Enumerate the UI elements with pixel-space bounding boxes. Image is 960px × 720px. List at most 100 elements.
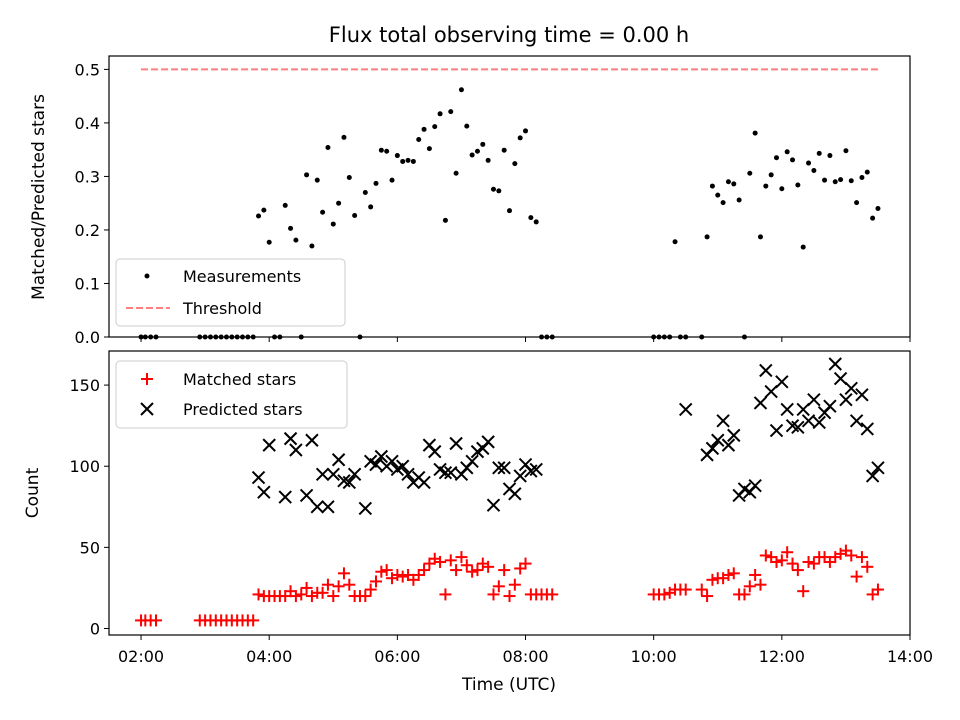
predicted-star-point — [801, 414, 816, 428]
matched-star-point — [434, 555, 447, 568]
measurement-point — [378, 147, 384, 153]
top-y-tick-label: 0.4 — [75, 114, 100, 133]
predicted-star-point — [775, 375, 789, 389]
measurement-point — [464, 123, 470, 129]
predicted-star-point — [358, 501, 373, 516]
matched-star-point — [316, 586, 329, 599]
matched-star-point — [850, 570, 863, 583]
measurement-point — [405, 157, 411, 163]
bottom-y-tick-label: 100 — [69, 457, 100, 476]
matched-star-point — [738, 588, 751, 601]
measurement-point — [774, 155, 779, 161]
measurement-point — [389, 177, 395, 183]
bottom-panel-legend: Matched stars Predicted stars — [115, 360, 348, 429]
measurement-point — [432, 124, 438, 130]
predicted-star-point — [401, 467, 415, 482]
measurement-point — [843, 148, 849, 154]
measurement-point — [725, 179, 731, 185]
predicted-star-point — [342, 475, 357, 490]
measurement-point — [293, 237, 299, 243]
predicted-star-point — [791, 420, 805, 434]
bottom-panel: 0 50 100 150 02:00 04:00 06:00 08:00 10:00 12:00… — [23, 350, 933, 695]
top-panel-marks — [138, 68, 881, 340]
measurement-point — [832, 179, 838, 185]
matched-star-point — [492, 580, 505, 593]
measurement-point — [288, 225, 294, 231]
measurement-point — [870, 215, 876, 221]
measurement-point — [320, 209, 326, 215]
matched-star-point — [722, 568, 735, 581]
measurement-point — [330, 221, 336, 227]
measurement-point — [757, 234, 763, 240]
measurement-point — [325, 145, 331, 151]
predicted-star-point — [753, 396, 768, 410]
measurement-point — [426, 146, 432, 152]
predicted-star-point — [283, 431, 298, 446]
measurement-point — [827, 153, 833, 159]
predicted-star-point — [716, 414, 730, 428]
predicted-star-point — [769, 423, 784, 438]
matched-star-point — [252, 588, 265, 601]
predicted-star-point — [759, 363, 773, 378]
legend-measurements-label: Measurements — [183, 267, 301, 286]
top-panel: 0.0 0.1 0.2 0.3 0.4 0.5 Matched/Predicted sta… — [29, 55, 911, 347]
measurement-point — [469, 152, 475, 158]
measurement-point — [779, 186, 785, 192]
predicted-star-point — [871, 461, 885, 475]
measurement-point — [875, 206, 881, 212]
matched-star-point — [370, 575, 382, 588]
measurement-point — [822, 177, 828, 183]
matched-star-point — [487, 588, 500, 601]
matched-star-point — [871, 583, 884, 596]
matched-star-point — [471, 564, 484, 577]
matched-star-point — [706, 573, 719, 586]
predicted-star-point — [807, 392, 821, 407]
measurement-point — [528, 215, 534, 221]
predicted-star-point — [828, 357, 842, 371]
predicted-star-point — [417, 475, 431, 490]
measurement-point — [480, 141, 486, 147]
predicted-star-point — [812, 415, 826, 430]
measurement-point — [800, 244, 806, 250]
measurement-point — [859, 174, 865, 180]
predicted-star-point — [347, 467, 362, 482]
measurement-point — [490, 186, 496, 192]
measurement-point — [507, 208, 512, 214]
legend-measurements-marker — [144, 273, 150, 279]
predicted-star-point — [705, 441, 720, 456]
bottom-x-tick-label: 08:00 — [502, 647, 548, 666]
legend-matched-label: Matched stars — [183, 370, 296, 389]
matched-star-point — [861, 560, 874, 573]
measurement-point — [715, 192, 721, 198]
measurement-point — [517, 135, 523, 141]
matched-star-point — [321, 578, 334, 591]
predicted-star-point — [289, 443, 303, 457]
top-y-tick-label: 0.3 — [75, 167, 100, 186]
predicted-star-point — [727, 428, 741, 443]
measurement-point — [352, 213, 358, 219]
matched-star-point — [775, 554, 788, 567]
matched-star-point — [695, 583, 708, 596]
matched-star-point — [786, 557, 799, 570]
measurement-point — [731, 181, 737, 187]
matched-star-point — [701, 590, 714, 603]
matched-star-point — [359, 590, 372, 603]
measurement-point — [864, 169, 870, 175]
predicted-star-point — [326, 467, 340, 482]
top-y-tick-label: 0.1 — [75, 274, 100, 293]
matched-star-point — [418, 564, 431, 577]
measurement-point — [309, 243, 315, 249]
measurement-point — [720, 200, 726, 206]
predicted-star-point — [844, 381, 858, 396]
top-legend-box — [115, 258, 346, 327]
matched-star-point — [754, 578, 767, 591]
measurement-point — [341, 134, 347, 140]
matched-star-point — [503, 590, 516, 603]
matched-star-point — [455, 551, 468, 564]
top-y-tick-label: 0.5 — [75, 60, 100, 79]
predicted-star-point — [508, 487, 522, 501]
bottom-legend-box — [115, 360, 348, 429]
measurement-point — [384, 148, 390, 154]
predicted-star-point — [310, 500, 324, 514]
